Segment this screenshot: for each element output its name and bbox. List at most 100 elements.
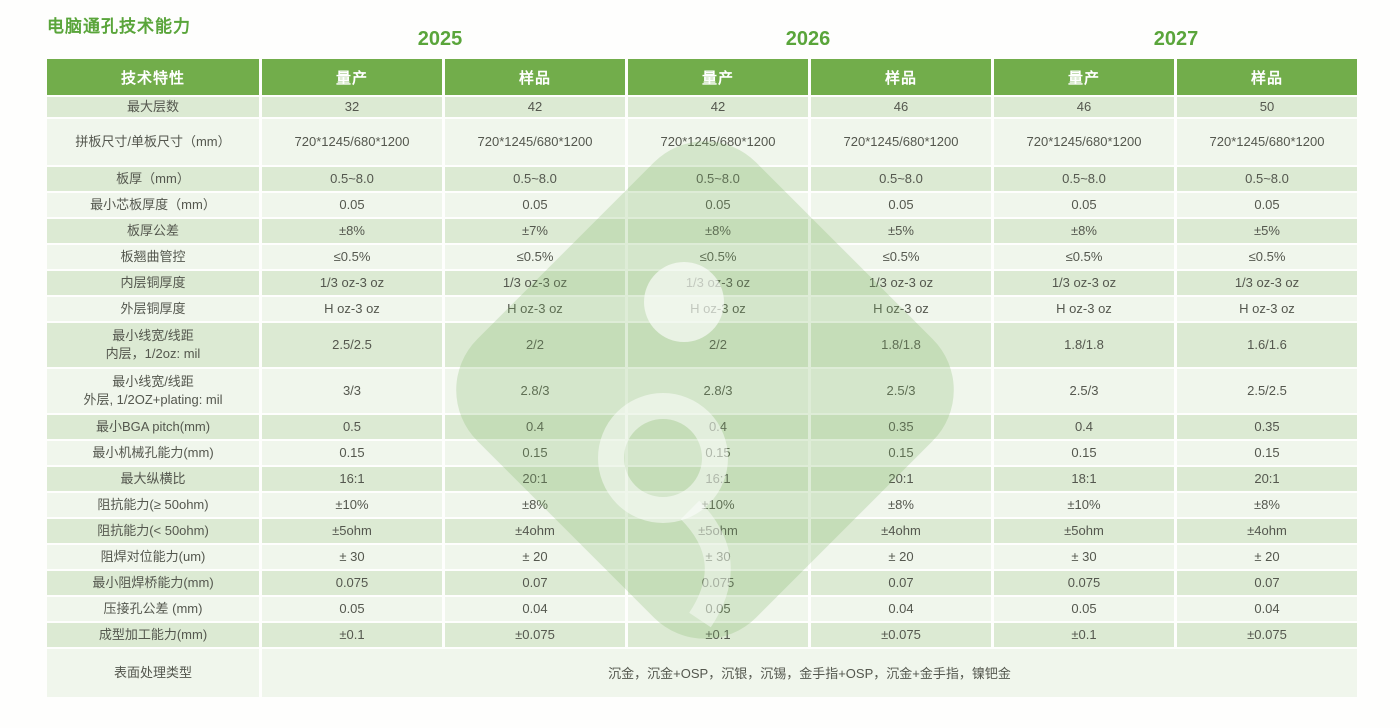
value-cell: ±10%	[628, 492, 808, 517]
value-cell: ≤0.5%	[994, 244, 1174, 269]
value-cell: 0.05	[445, 192, 625, 217]
value-cell: ±4ohm	[811, 518, 991, 543]
value-cell: ≤0.5%	[262, 244, 442, 269]
value-cell: 0.05	[628, 596, 808, 621]
value-cell: ≤0.5%	[811, 244, 991, 269]
value-cell: ±7%	[445, 218, 625, 243]
table-row: 成型加工能力(mm) ±0.1 ±0.075 ±0.1 ±0.075 ±0.1 ±0.075	[47, 622, 1357, 647]
row-label: 板厚（mm）	[47, 166, 259, 191]
value-cell: 0.05	[1177, 192, 1357, 217]
row-label: 板翘曲管控	[47, 244, 259, 269]
value-cell: 0.4	[628, 414, 808, 439]
value-cell: 0.075	[262, 570, 442, 595]
row-label: 内层铜厚度	[47, 270, 259, 295]
header-cell-sample-2027: 样品	[1177, 59, 1357, 95]
header-cell-sample-2025: 样品	[445, 59, 625, 95]
value-cell: 0.4	[994, 414, 1174, 439]
value-cell: 720*1245/680*1200	[1177, 118, 1357, 165]
value-cell: 0.04	[811, 596, 991, 621]
header-cell-mass-production-2025: 量产	[262, 59, 442, 95]
value-cell: 3/3	[262, 368, 442, 413]
value-cell: ≤0.5%	[628, 244, 808, 269]
header-cell-feature: 技术特性	[47, 59, 259, 95]
value-cell: 0.07	[811, 570, 991, 595]
value-cell: 0.15	[445, 440, 625, 465]
value-cell: 2.8/3	[628, 368, 808, 413]
table-row: 板翘曲管控 ≤0.5% ≤0.5% ≤0.5% ≤0.5% ≤0.5% ≤0.5%	[47, 244, 1357, 269]
value-cell: ±5%	[1177, 218, 1357, 243]
year-label-2026: 2026	[785, 28, 831, 50]
surface-finish-row: 表面处理类型 沉金，沉金+OSP，沉银，沉锡，金手指+OSP，沉金+金手指，镍钯金	[47, 648, 1357, 697]
row-label: 最大纵横比	[47, 466, 259, 491]
value-cell: 0.05	[994, 596, 1174, 621]
value-cell: ±8%	[262, 218, 442, 243]
value-cell: 0.05	[262, 192, 442, 217]
value-cell: 0.15	[811, 440, 991, 465]
row-label: 拼板尺寸/单板尺寸（mm）	[47, 118, 259, 165]
row-label: 最小线宽/线距 外层, 1/2OZ+plating: mil	[47, 368, 259, 413]
row-label: 最小线宽/线距 内层，1/2oz: mil	[47, 322, 259, 367]
year-label-2027: 2027	[1153, 28, 1199, 50]
value-cell: 0.04	[1177, 596, 1357, 621]
table-row: 最小BGA pitch(mm) 0.5 0.4 0.4 0.35 0.4 0.35	[47, 414, 1357, 439]
value-cell: ±0.1	[994, 622, 1174, 647]
value-cell: H oz-3 oz	[262, 296, 442, 321]
value-cell: H oz-3 oz	[628, 296, 808, 321]
capability-table: 技术特性 量产 样品 量产 样品 量产 样品 最大层数 32 42 42 46 46 50 拼板尺寸/单…	[44, 57, 1360, 699]
value-cell: ±0.075	[445, 622, 625, 647]
value-cell: 2.8/3	[445, 368, 625, 413]
value-cell: 46	[994, 97, 1174, 117]
value-cell: ≤0.5%	[1177, 244, 1357, 269]
row-label: 阻抗能力(≥ 50ohm)	[47, 492, 259, 517]
row-label: 最大层数	[47, 97, 259, 117]
value-cell: ±0.075	[1177, 622, 1357, 647]
value-cell: 720*1245/680*1200	[994, 118, 1174, 165]
header-cell-sample-2026: 样品	[811, 59, 991, 95]
value-cell: 0.5~8.0	[262, 166, 442, 191]
table-row: 板厚公差 ±8% ±7% ±8% ±5% ±8% ±5%	[47, 218, 1357, 243]
value-cell: 720*1245/680*1200	[628, 118, 808, 165]
value-cell: 0.07	[1177, 570, 1357, 595]
value-cell: 0.5	[262, 414, 442, 439]
value-cell: ±10%	[994, 492, 1174, 517]
year-header-row: 2025 2026 2027	[256, 28, 1360, 52]
value-cell: ± 20	[445, 544, 625, 569]
row-label: 最小阻焊桥能力(mm)	[47, 570, 259, 595]
header-cell-mass-production-2027: 量产	[994, 59, 1174, 95]
table-row: 最小阻焊桥能力(mm) 0.075 0.07 0.075 0.07 0.075 0.07	[47, 570, 1357, 595]
table-row: 最小机械孔能力(mm) 0.15 0.15 0.15 0.15 0.15 0.15	[47, 440, 1357, 465]
table-row: 板厚（mm） 0.5~8.0 0.5~8.0 0.5~8.0 0.5~8.0 0.5~8.…	[47, 166, 1357, 191]
table-row: 压接孔公差 (mm) 0.05 0.04 0.05 0.04 0.05 0.04	[47, 596, 1357, 621]
value-cell: H oz-3 oz	[445, 296, 625, 321]
row-label: 最小机械孔能力(mm)	[47, 440, 259, 465]
row-label: 阻抗能力(< 50ohm)	[47, 518, 259, 543]
value-cell: 1/3 oz-3 oz	[262, 270, 442, 295]
value-cell: ±10%	[262, 492, 442, 517]
row-label: 成型加工能力(mm)	[47, 622, 259, 647]
value-cell: ±5ohm	[994, 518, 1174, 543]
value-cell: 2/2	[628, 322, 808, 367]
value-cell: 1/3 oz-3 oz	[445, 270, 625, 295]
table-header-row: 技术特性 量产 样品 量产 样品 量产 样品	[47, 59, 1357, 95]
value-cell: 18:1	[994, 466, 1174, 491]
value-cell: ± 30	[994, 544, 1174, 569]
table-row: 内层铜厚度 1/3 oz-3 oz 1/3 oz-3 oz 1/3 oz-3 oz 1/…	[47, 270, 1357, 295]
value-cell: ±5ohm	[262, 518, 442, 543]
value-cell: 0.05	[994, 192, 1174, 217]
table-row: 外层铜厚度 H oz-3 oz H oz-3 oz H oz-3 oz H oz-3 o…	[47, 296, 1357, 321]
value-cell: 2.5/2.5	[1177, 368, 1357, 413]
value-cell: 1/3 oz-3 oz	[628, 270, 808, 295]
value-cell: 0.5~8.0	[994, 166, 1174, 191]
value-cell: 1.6/1.6	[1177, 322, 1357, 367]
table-row: 阻抗能力(< 50ohm) ±5ohm ±4ohm ±5ohm ±4ohm ±5ohm ±4…	[47, 518, 1357, 543]
value-cell: ±5ohm	[628, 518, 808, 543]
value-cell: ±8%	[445, 492, 625, 517]
value-cell: 0.35	[811, 414, 991, 439]
value-cell: ±8%	[1177, 492, 1357, 517]
value-cell: 1/3 oz-3 oz	[811, 270, 991, 295]
value-cell: 0.5~8.0	[1177, 166, 1357, 191]
table-row: 阻焊对位能力(um) ± 30 ± 20 ± 30 ± 20 ± 30 ± 20	[47, 544, 1357, 569]
value-cell: H oz-3 oz	[1177, 296, 1357, 321]
value-cell: 720*1245/680*1200	[811, 118, 991, 165]
